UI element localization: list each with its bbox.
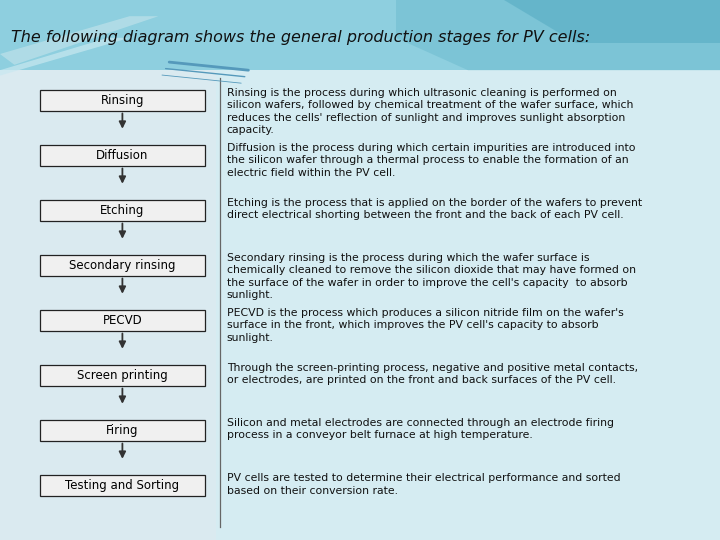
Bar — [40, 255, 205, 276]
Text: Diffusion: Diffusion — [96, 148, 148, 161]
Bar — [40, 145, 205, 166]
Bar — [40, 90, 205, 111]
Text: Testing and Sorting: Testing and Sorting — [66, 479, 179, 492]
Text: Firing: Firing — [106, 424, 139, 437]
Text: PECVD is the process which produces a silicon nitride film on the wafer's
surfac: PECVD is the process which produces a si… — [227, 308, 624, 343]
Text: The following diagram shows the general production stages for PV cells:: The following diagram shows the general … — [11, 30, 590, 45]
Polygon shape — [0, 16, 158, 65]
Text: PV cells are tested to determine their electrical performance and sorted
based o: PV cells are tested to determine their e… — [227, 473, 621, 496]
Bar — [0, 0, 720, 70]
Text: Secondary rinsing is the process during which the wafer surface is
chemically cl: Secondary rinsing is the process during … — [227, 253, 636, 300]
Bar — [216, 70, 720, 540]
Text: PECVD: PECVD — [102, 314, 143, 327]
Text: Through the screen-printing process, negative and positive metal contacts,
or el: Through the screen-printing process, neg… — [227, 363, 638, 386]
Text: Etching: Etching — [100, 204, 145, 217]
Polygon shape — [504, 0, 720, 43]
Text: Etching is the process that is applied on the border of the wafers to prevent
di: Etching is the process that is applied o… — [227, 198, 642, 220]
Bar — [40, 310, 205, 330]
Bar — [40, 475, 205, 496]
Polygon shape — [396, 0, 720, 70]
Bar — [40, 420, 205, 441]
Bar — [40, 365, 205, 386]
Text: Rinsing is the process during which ultrasonic cleaning is performed on
silicon : Rinsing is the process during which ultr… — [227, 88, 633, 135]
Polygon shape — [0, 38, 130, 76]
Text: Secondary rinsing: Secondary rinsing — [69, 259, 176, 272]
Text: Screen printing: Screen printing — [77, 369, 168, 382]
Text: Silicon and metal electrodes are connected through an electrode firing
process i: Silicon and metal electrodes are connect… — [227, 418, 613, 441]
Bar — [0, 70, 216, 540]
Bar — [40, 200, 205, 221]
Text: Rinsing: Rinsing — [101, 94, 144, 107]
Text: Diffusion is the process during which certain impurities are introduced into
the: Diffusion is the process during which ce… — [227, 143, 635, 178]
